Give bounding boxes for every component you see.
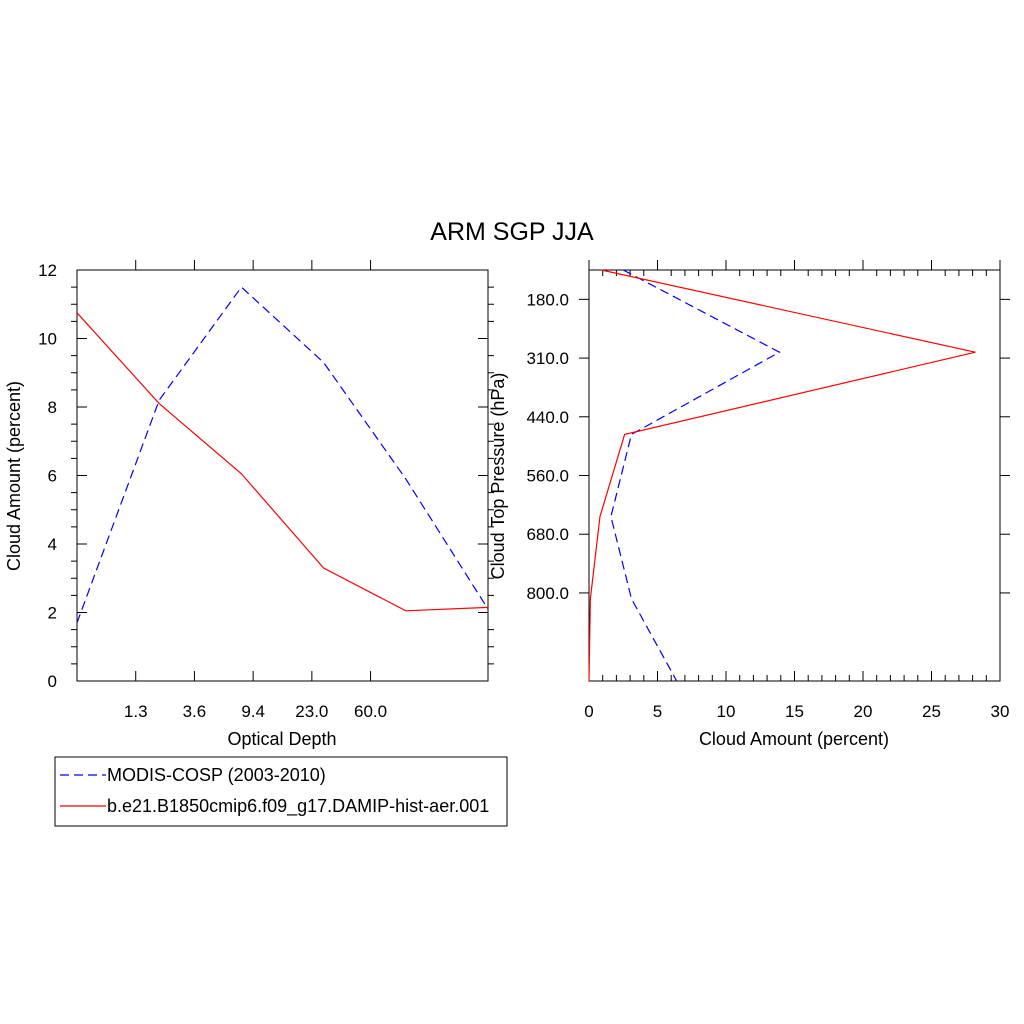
right-chart: 180.0 310.0 440.0 560.0 680.0 800.0 0 5 10 15 20 25…	[488, 260, 1010, 749]
left-y-tick-label: 4	[48, 535, 57, 554]
right-x-tick-label: 20	[854, 702, 873, 721]
legend-label-obs: MODIS-COSP (2003-2010)	[107, 765, 326, 785]
right-x-tick-label: 5	[653, 702, 662, 721]
left-y-tick-label: 6	[48, 467, 57, 486]
left-x-tick-label: 3.6	[183, 702, 207, 721]
left-y-tick-label: 0	[48, 672, 57, 691]
right-y-tick-label: 440.0	[526, 408, 569, 427]
chart-title: ARM SGP JJA	[430, 218, 594, 246]
left-y-axis-title: Cloud Amount (percent)	[4, 381, 24, 571]
left-x-tick-label: 9.4	[241, 702, 265, 721]
left-plot-frame	[76, 269, 489, 682]
left-x-tick-label: 23.0	[295, 702, 328, 721]
right-y-axis-title: Cloud Top Pressure (hPa)	[488, 373, 508, 580]
left-y-tick-label: 2	[48, 604, 57, 623]
left-chart: 1.3 3.6 9.4 23.0 60.0 0 2 4 6 8 10 12 Optical Depth…	[4, 260, 494, 749]
right-y-tick-label: 180.0	[526, 290, 569, 309]
left-x-tick-label: 60.0	[354, 702, 387, 721]
right-series-model-line	[588, 269, 976, 682]
legend-label-model: b.e21.B1850cmip6.f09_g17.DAMIP-hist-aer.…	[107, 796, 489, 817]
right-x-tick-label: 25	[922, 702, 941, 721]
right-x-tick-label: 10	[717, 702, 736, 721]
right-series-obs-line	[610, 269, 781, 682]
left-y-tick-label: 10	[38, 330, 57, 349]
right-plot-frame	[588, 269, 1001, 682]
right-y-tick-label: 680.0	[526, 525, 569, 544]
right-y-tick-label: 800.0	[526, 584, 569, 603]
left-x-axis-title: Optical Depth	[227, 729, 336, 749]
right-x-tick-label: 0	[584, 702, 593, 721]
right-x-tick-label: 30	[991, 702, 1010, 721]
left-series-model-line	[76, 312, 489, 612]
legend: MODIS-COSP (2003-2010) b.e21.B1850cmip6.…	[54, 756, 508, 827]
left-y-tick-label: 12	[38, 261, 57, 280]
right-y-tick-label: 560.0	[526, 467, 569, 486]
right-x-tick-label: 15	[785, 702, 804, 721]
right-y-tick-label: 310.0	[526, 349, 569, 368]
left-y-tick-label: 8	[48, 398, 57, 417]
right-x-axis-title: Cloud Amount (percent)	[699, 729, 889, 749]
legend-box	[54, 756, 508, 827]
left-x-tick-label: 1.3	[124, 702, 148, 721]
left-series-obs-line	[76, 286, 489, 623]
